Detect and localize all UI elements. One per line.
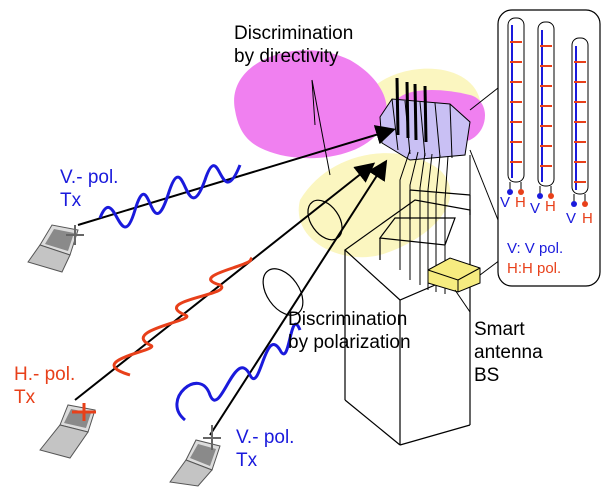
polarization-beam-cone bbox=[298, 153, 451, 258]
element-1-h-label: H bbox=[515, 194, 526, 211]
directivity-label-line2: by directivity bbox=[234, 46, 339, 67]
smart-antenna-bs-label: Smart antenna BS bbox=[474, 318, 543, 387]
smart-antenna-bs-label-line3: BS bbox=[474, 365, 500, 386]
top-v-pol-tx-label-line1: V.- pol. bbox=[60, 167, 119, 188]
bottom-v-pol-tx-label-line2: Tx bbox=[236, 450, 258, 471]
smart-antenna-bs-label-line2: antenna bbox=[474, 342, 543, 363]
directivity-pointer-1 bbox=[311, 79, 316, 126]
smart-antenna-bs-label-line1: Smart bbox=[474, 319, 525, 340]
arrow-h-pol bbox=[74, 162, 376, 401]
element-2-v-label: V bbox=[530, 200, 541, 217]
laptop-top-v-pol bbox=[27, 224, 84, 273]
polarization-cone-ring-large bbox=[262, 268, 304, 316]
element-1-v-label: V bbox=[500, 194, 511, 211]
arrow-bottom-v-pol bbox=[209, 159, 388, 436]
top-v-pol-tx-label: V.- pol. Tx bbox=[60, 166, 118, 212]
bottom-v-pol-tx-label: V.- pol. Tx bbox=[236, 426, 294, 472]
antenna-array-panel bbox=[379, 77, 471, 294]
directivity-lobe-large bbox=[234, 50, 387, 159]
h-pol-tx-label-line1: H.- pol. bbox=[14, 364, 76, 385]
legend-v-pol: V: V pol. bbox=[507, 240, 564, 257]
base-station-box bbox=[427, 257, 501, 313]
polarization-label: Discrimination by polarization bbox=[288, 308, 411, 354]
h-pol-wave bbox=[112, 256, 253, 377]
base-station-building bbox=[344, 189, 471, 446]
laptop-bottom-v-pol bbox=[169, 425, 221, 487]
bottom-v-pol-tx-label-line1: V.- pol. bbox=[236, 427, 295, 448]
h-pol-tx-label: H.- pol. Tx bbox=[14, 363, 75, 409]
top-v-pol-wave bbox=[98, 164, 242, 229]
polarization-label-line2: by polarization bbox=[288, 332, 411, 353]
element-3-h-label: H bbox=[582, 210, 593, 227]
laptop-h-pol bbox=[39, 403, 96, 459]
antenna-element-1 bbox=[507, 17, 525, 195]
directivity-pointer-2 bbox=[311, 79, 331, 176]
legend-h-pol: H:H pol. bbox=[507, 260, 562, 277]
polarization-label-line1: Discrimination bbox=[288, 309, 408, 330]
top-v-pol-tx-label-line2: Tx bbox=[60, 190, 82, 211]
element-2-h-label: H bbox=[545, 198, 556, 215]
h-pol-tx-label-line2: Tx bbox=[14, 387, 36, 408]
antenna-element-2 bbox=[537, 21, 555, 199]
element-3-v-label: V bbox=[566, 210, 577, 227]
antenna-element-3 bbox=[571, 37, 589, 207]
directivity-label: Discrimination by directivity bbox=[234, 22, 353, 68]
polarization-cone-ring-small bbox=[307, 199, 343, 241]
directivity-label-line1: Discrimination bbox=[234, 23, 354, 44]
bottom-v-pol-wave bbox=[175, 322, 302, 422]
